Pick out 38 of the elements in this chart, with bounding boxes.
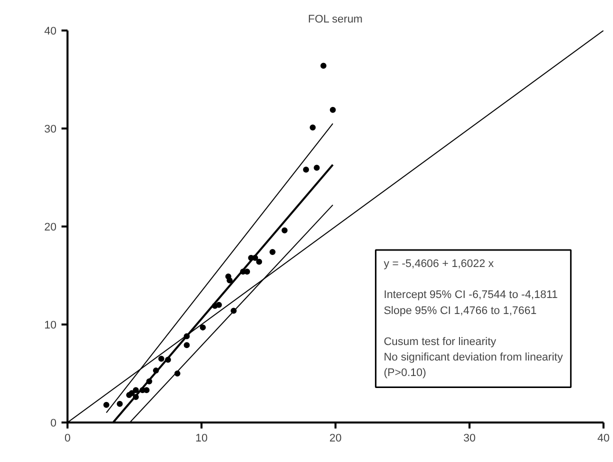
x-tick-label: 40 xyxy=(597,432,610,444)
point xyxy=(282,227,288,234)
point xyxy=(200,324,206,330)
point xyxy=(320,62,326,69)
x-tick-label: 30 xyxy=(463,432,476,444)
annotation: Cusum test for linearity No significant deviation from linearity (P>0.10) xyxy=(384,336,564,380)
point xyxy=(184,342,190,348)
point xyxy=(230,308,237,314)
y-tick-label: 20 xyxy=(44,222,57,234)
point xyxy=(310,124,316,131)
point xyxy=(314,164,320,171)
point xyxy=(330,106,336,113)
annotation: Intercept 95% CI -6,7544 to -4,1811 Slope 95% CI 1,4766 to 1,7661 xyxy=(384,289,558,317)
x-tick-label: 10 xyxy=(195,432,208,444)
point xyxy=(146,378,152,384)
point xyxy=(103,402,110,408)
annotation: y = -5,4606 + 1,6022 x xyxy=(384,258,494,270)
point xyxy=(256,258,262,265)
point xyxy=(226,277,233,284)
y-tick-label: 10 xyxy=(44,320,57,332)
y-tick-label: 0 xyxy=(50,418,57,430)
y-tick-label: 30 xyxy=(44,124,57,136)
point xyxy=(132,387,139,394)
point xyxy=(303,166,310,173)
point xyxy=(132,394,139,400)
point xyxy=(116,400,123,407)
point xyxy=(174,370,180,376)
point xyxy=(158,356,164,362)
y-tick-label: 40 xyxy=(44,26,57,38)
chart-title: FOL serum xyxy=(308,14,363,26)
point xyxy=(184,333,190,340)
point xyxy=(165,356,171,363)
x-tick-label: 0 xyxy=(64,432,71,444)
point xyxy=(216,302,222,308)
point xyxy=(128,390,135,396)
x-tick-label: 20 xyxy=(329,432,342,444)
point xyxy=(152,368,159,374)
point xyxy=(270,248,276,255)
